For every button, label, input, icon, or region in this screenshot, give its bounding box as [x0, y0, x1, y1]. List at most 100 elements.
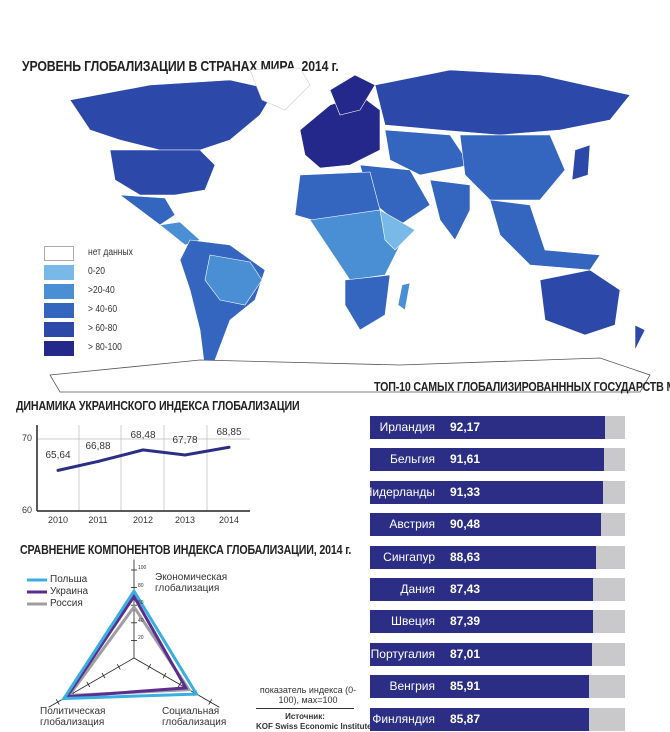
bar-fill — [370, 545, 596, 569]
map-central-america — [159, 221, 201, 246]
bar-row: Бельгия 91,61 — [370, 448, 625, 472]
map-se-asia — [489, 199, 601, 271]
bar-country-label: Швеция — [391, 614, 435, 629]
bar-country-label: Бельгия — [390, 452, 435, 467]
radar-chart-title: СРАВНЕНИЕ КОМПОНЕНТОВ ИНДЕКСА ГЛОБАЛИЗАЦ… — [20, 542, 352, 557]
data-label: 68,48 — [130, 429, 156, 441]
data-label: 65,64 — [45, 450, 71, 462]
bar-fill — [370, 610, 593, 634]
source-label: Источник: — [285, 712, 325, 721]
radar-tick — [55, 699, 60, 705]
map-china — [459, 134, 566, 201]
map-madagascar — [397, 282, 411, 311]
bar-row: Австрия 90,48 — [370, 513, 625, 537]
bar-row: Финляндия 85,87 — [370, 707, 625, 731]
radar-legend-label: Польша — [50, 574, 88, 585]
bar-value-label: 91,33 — [450, 484, 481, 499]
map-usa — [109, 149, 216, 196]
bar-country-label: Ирландия — [379, 420, 435, 434]
bar-row: Дания 87,43 — [370, 578, 625, 601]
bar-fill — [370, 448, 604, 472]
radar-tick — [101, 672, 106, 679]
data-point — [183, 453, 187, 457]
map-scandinavia — [329, 74, 376, 116]
radar-legend-label: Украина — [50, 586, 89, 597]
axis-label-economic: Экономическая глобализация — [155, 572, 228, 594]
map-africa-horn — [379, 209, 416, 251]
data-point — [96, 459, 100, 463]
radar-axis — [133, 657, 220, 708]
radar-tick — [86, 681, 91, 688]
source-name: KOF Swiss Economic Institute — [256, 722, 372, 731]
map-brazil — [204, 254, 263, 306]
bar-value-label: 85,87 — [450, 711, 481, 726]
bar-country-label: Дания — [400, 582, 435, 596]
map-antarctica — [49, 357, 651, 393]
x-tick-label: 2011 — [88, 515, 108, 525]
bar-value-label: 90,48 — [450, 517, 481, 532]
bar-chart-title: ТОП-10 САМЫХ ГЛОБАЛИЗИРОВАНННЫХ ГОСУДАРС… — [374, 379, 670, 394]
x-tick-label: 2013 — [174, 515, 196, 525]
x-tick-label: 2014 — [218, 515, 240, 525]
x-tick-label: 2012 — [132, 515, 154, 525]
index-note: показатель индекса (0-100), мах=100 — [259, 685, 357, 705]
data-point — [227, 445, 231, 449]
radar-tick-label: 20 — [138, 635, 144, 642]
bar-fill — [370, 642, 592, 666]
map-australia — [539, 269, 621, 336]
axis-label-political: Политическая глобализация — [40, 706, 106, 728]
radar-tick-label: 80 — [138, 582, 144, 589]
bar-value-label: 91,61 — [450, 452, 481, 467]
map-japan — [571, 144, 591, 181]
radar-tick-label: 40 — [138, 617, 144, 624]
data-point — [56, 468, 60, 472]
bar-country-label: Австрия — [389, 517, 435, 532]
radar-series-0 — [61, 588, 200, 701]
radar-series-1 — [63, 593, 189, 699]
bar-fill — [370, 675, 590, 699]
radar-tick — [162, 672, 167, 679]
map-canada — [69, 79, 276, 151]
radar-tick — [116, 664, 121, 670]
radar-legend-label: Россия — [50, 598, 83, 609]
radar-tick — [147, 664, 152, 670]
data-label: 68,85 — [216, 427, 242, 439]
bar-fill — [370, 513, 601, 537]
map-greenland — [249, 67, 311, 111]
map-central-asia — [384, 129, 471, 176]
bar-country-label: Португалия — [370, 646, 435, 661]
world-map — [49, 67, 651, 393]
bar-value-label: 87,43 — [450, 582, 481, 596]
y-tick-label: 70 — [22, 433, 33, 443]
bar-fill — [370, 578, 593, 601]
map-russia — [374, 69, 631, 136]
map-india — [429, 179, 471, 241]
source-divider — [256, 708, 354, 709]
bar-fill — [370, 480, 603, 504]
bar-country-label: Нидерланды — [363, 484, 435, 499]
radar-tick-label: 100 — [138, 565, 147, 571]
bar-country-label: Венгрия — [389, 679, 435, 694]
data-label: 66,88 — [85, 441, 111, 453]
bar-row: Португалия 87,01 — [370, 642, 625, 666]
data-point — [141, 448, 145, 452]
bar-row: Сингапур 88,63 — [370, 545, 625, 569]
bar-value-label: 87,39 — [450, 614, 481, 629]
axis-label-social: Социальная глобализация — [162, 706, 227, 728]
y-tick-label: 60 — [22, 505, 33, 515]
bar-value-label: 85,91 — [450, 679, 481, 694]
radar-tick — [177, 681, 182, 688]
bar-fill — [370, 416, 606, 439]
bar-row: Нидерланды 91,33 — [364, 480, 625, 504]
radar-tick — [208, 699, 213, 705]
bar-value-label: 88,63 — [450, 549, 481, 564]
bar-row: Ирландия 92,17 — [370, 416, 625, 439]
bar-row: Швеция 87,39 — [370, 610, 625, 634]
radar-tick-label: 60 — [138, 600, 144, 607]
map-mexico — [119, 194, 176, 226]
map-africa-south — [344, 274, 391, 331]
bar-value-label: 87,01 — [450, 646, 481, 661]
